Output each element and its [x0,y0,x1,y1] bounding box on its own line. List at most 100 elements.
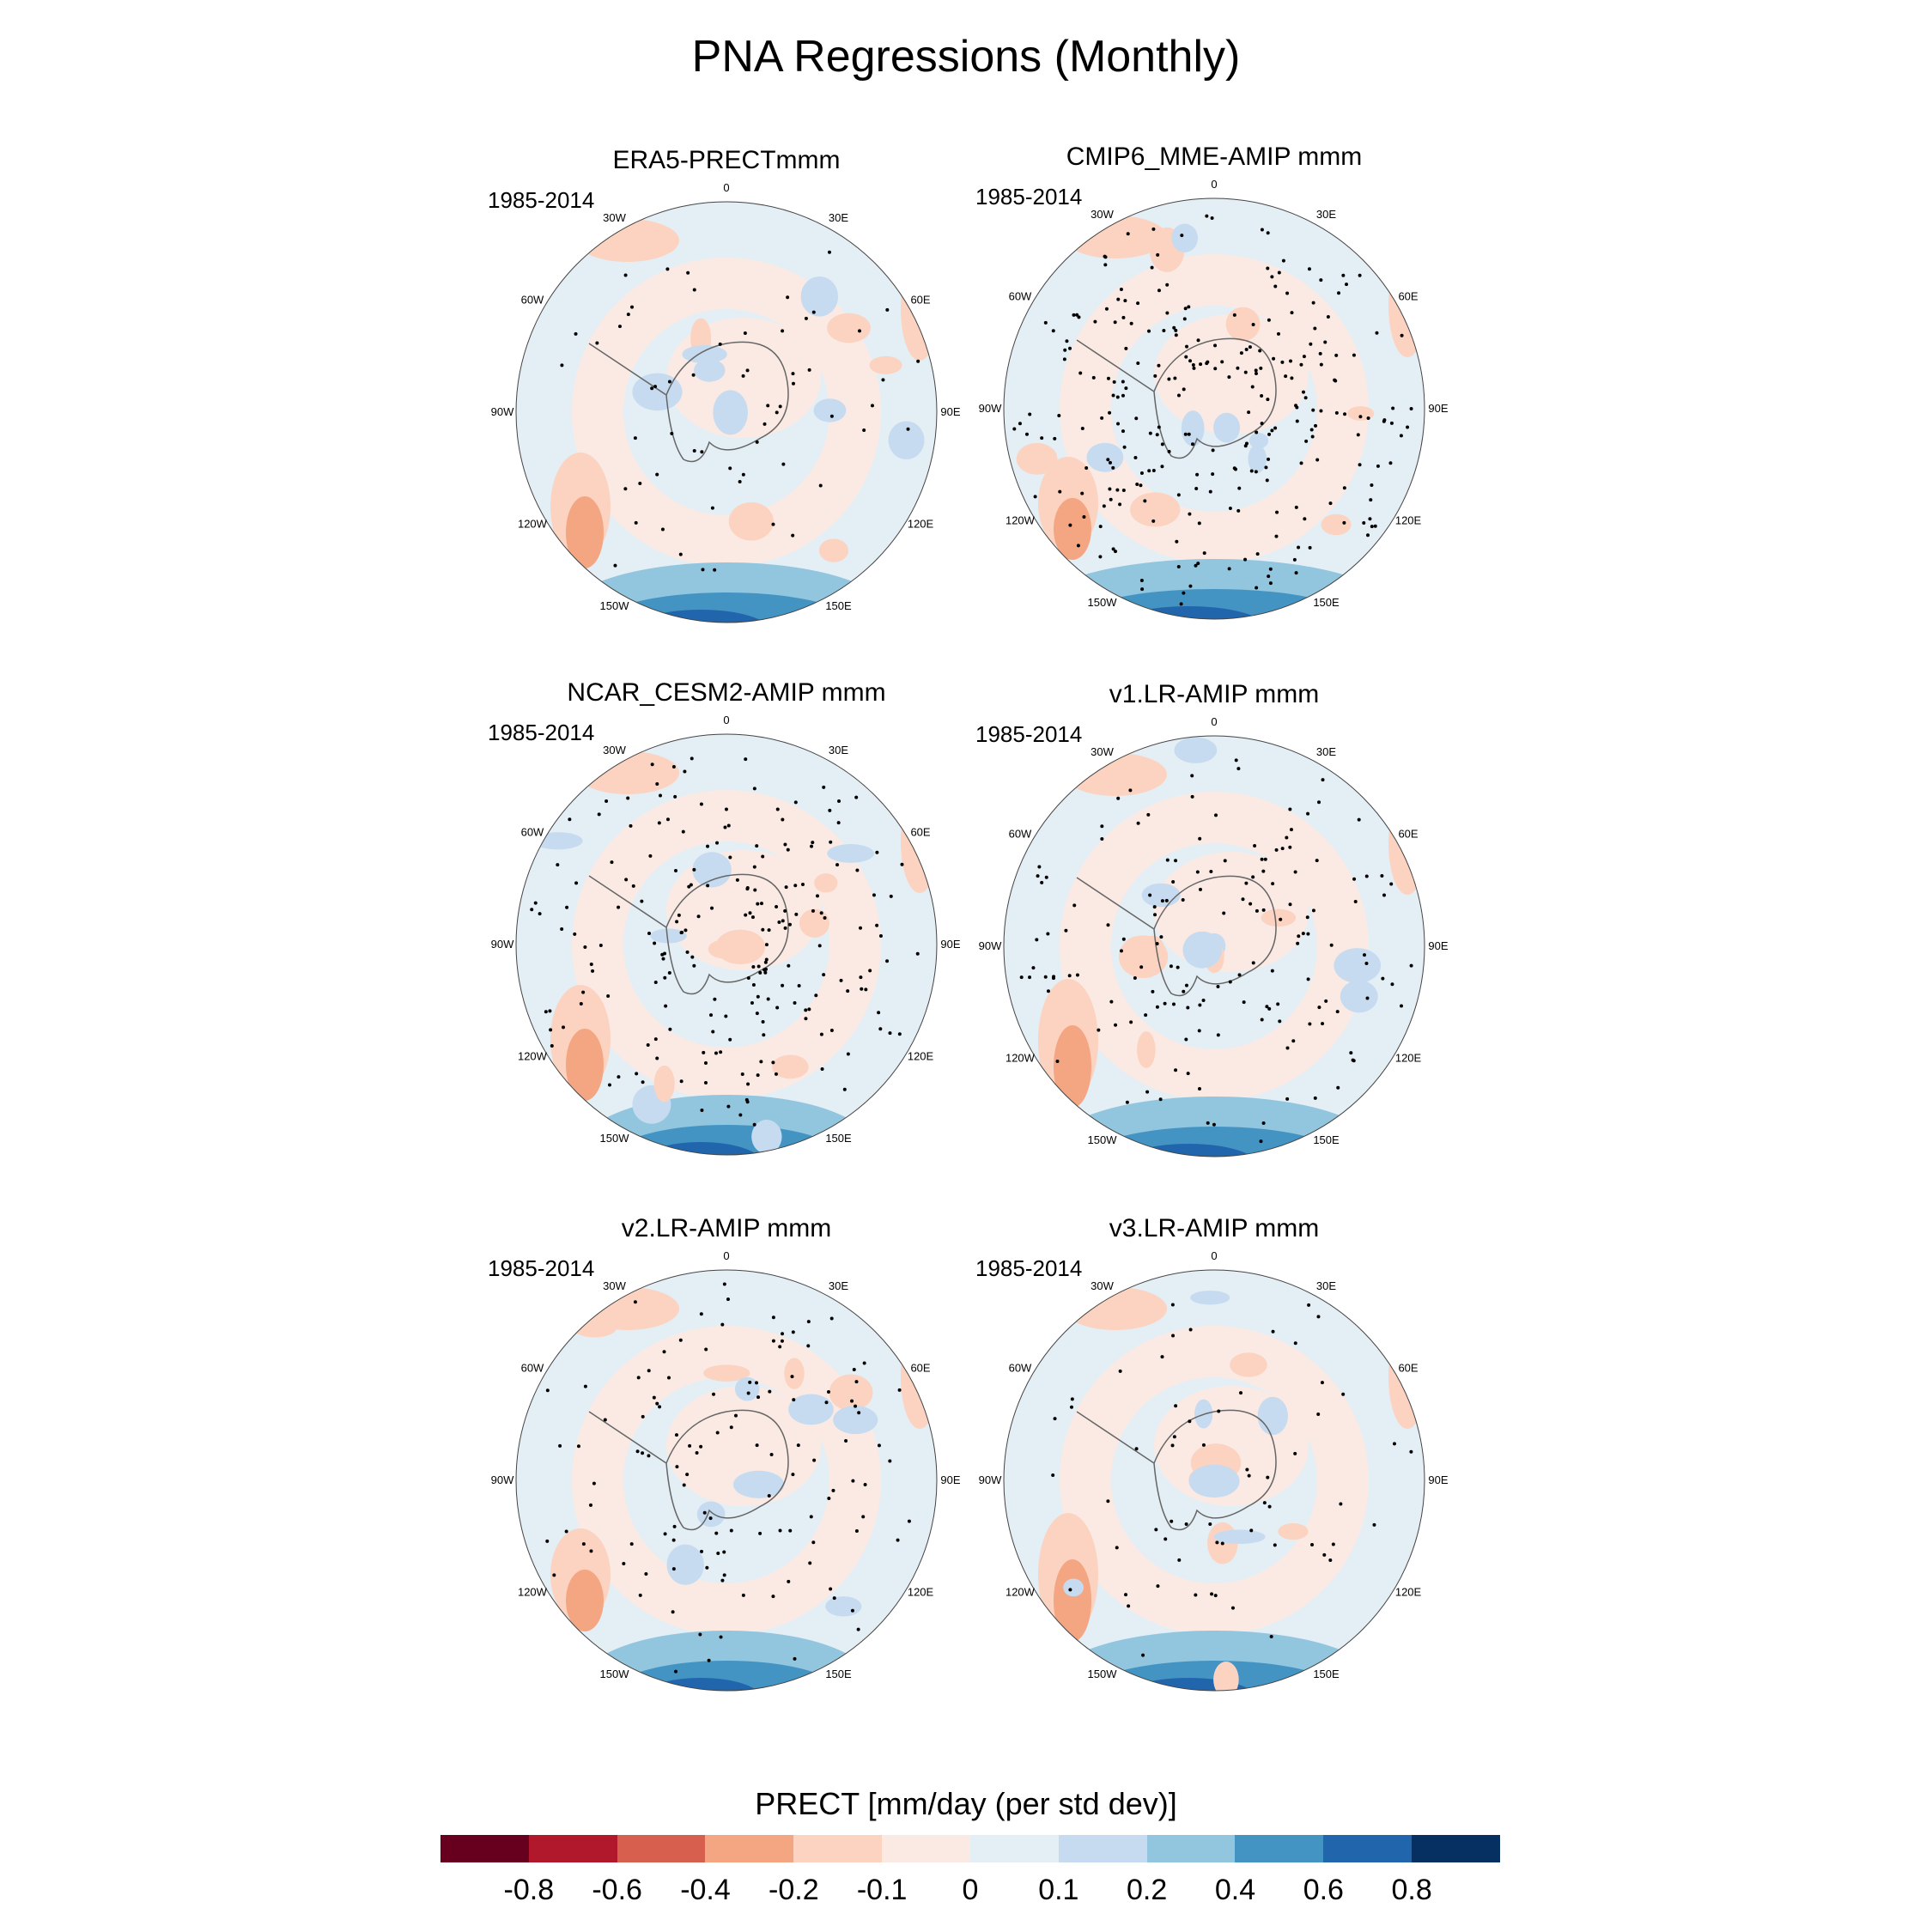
significance-dot [1373,524,1377,528]
significance-dot [1356,433,1360,437]
significance-dot [1155,1005,1159,1009]
significance-dot [1213,1594,1218,1598]
significance-dot [660,527,665,532]
map-panel-cesm2: 030E60E90E120E150E180150W120W90W60W30W N… [469,678,984,1159]
significance-dot [1201,1443,1206,1447]
significance-dot [824,1400,829,1405]
anomaly-speckle [1171,223,1199,252]
significance-dot [1171,880,1176,884]
significance-dot [1057,413,1061,417]
anomaly-speckle [751,1119,782,1154]
significance-dot [1174,859,1178,863]
significance-dot [1033,495,1037,499]
significance-dot [1239,1391,1243,1395]
significance-dot [1098,555,1103,559]
longitude-label: 60E [1398,828,1418,841]
significance-dot [1216,985,1220,989]
anomaly-speckle [1248,444,1267,473]
significance-dot [756,964,761,969]
significance-dot [1391,406,1395,410]
significance-dot [665,267,670,271]
significance-dot [1321,1022,1325,1026]
anomaly-speckle [827,313,871,343]
longitude-label: 30W [603,1279,626,1292]
colorbar-title: PRECT [mm/day (per std dev)] [755,1786,1177,1821]
significance-dot [1253,843,1257,848]
significance-dot [1343,412,1347,416]
significance-dot [1267,432,1272,436]
colorbar-swatch [882,1835,970,1862]
significance-dot [1078,371,1083,375]
significance-dot [1082,515,1086,519]
positive-anomaly-region [1388,1326,1425,1429]
significance-dot [1295,419,1299,423]
significance-dot [1170,1519,1174,1523]
significance-dot [1118,1369,1122,1373]
significance-dot [1228,506,1232,510]
significance-dot [808,1561,812,1565]
significance-dot [1254,470,1258,474]
significance-dot [1080,427,1084,431]
significance-dot [755,1443,759,1448]
significance-dot [674,1433,678,1437]
significance-dot [1274,848,1279,852]
coastline [588,873,789,995]
significance-dot [700,1109,704,1113]
significance-dot [706,844,710,848]
significance-dot [667,380,671,384]
significance-dot [878,1027,883,1031]
significance-dot [720,1578,725,1583]
significance-dot [1254,371,1258,375]
significance-dot [1121,380,1125,384]
longitude-label: 150W [600,599,630,612]
significance-dot [1103,263,1108,267]
significance-dot [775,807,780,811]
significance-dot [1307,267,1311,271]
significance-dot [759,1060,763,1064]
significance-dot [1285,1097,1290,1101]
significance-dot [885,307,890,312]
significance-dot [698,1632,702,1637]
significance-dot [872,893,876,897]
significance-dot [1100,416,1104,420]
significance-dot [1028,412,1032,416]
longitude-label: 30W [1091,745,1114,758]
significance-dot [1156,252,1160,257]
significance-dot [1198,887,1202,891]
significance-dot [1199,362,1203,367]
significance-dot [568,817,572,822]
anomaly-speckle [1340,980,1378,1013]
significance-dot [751,965,756,969]
positive-anomaly-region [1064,1287,1167,1330]
significance-dot [1266,266,1270,270]
significance-dot [896,1538,900,1542]
significance-dot [1400,1004,1404,1008]
panel-period: 1985-2014 [975,184,1083,210]
anomaly-speckle [696,1501,726,1528]
significance-dot [817,944,822,948]
significance-dot [1106,923,1110,927]
significance-dot [1381,976,1385,981]
significance-dot [1111,547,1115,551]
significance-dot [653,385,658,389]
significance-dot [1072,903,1077,908]
significance-dot [1400,333,1404,337]
significance-dot [703,1060,708,1065]
significance-dot [1040,436,1044,440]
significance-dot [1336,1085,1340,1090]
significance-dot [1362,520,1366,525]
colorbar-swatch [1146,1835,1236,1862]
significance-dot [716,1551,720,1555]
significance-dot [1174,1404,1178,1408]
significance-dot [829,1029,834,1033]
positive-anomaly-ring [1060,792,1369,1101]
significance-dot [650,762,654,767]
significance-dot [1320,1381,1324,1385]
significance-dot [877,1443,881,1448]
significance-dot [1309,428,1314,432]
positive-anomaly-region [1054,498,1091,560]
significance-dot [1285,1046,1290,1050]
significance-dot [1211,448,1215,453]
significance-dot [1184,1522,1188,1527]
significance-dot [1236,508,1241,513]
